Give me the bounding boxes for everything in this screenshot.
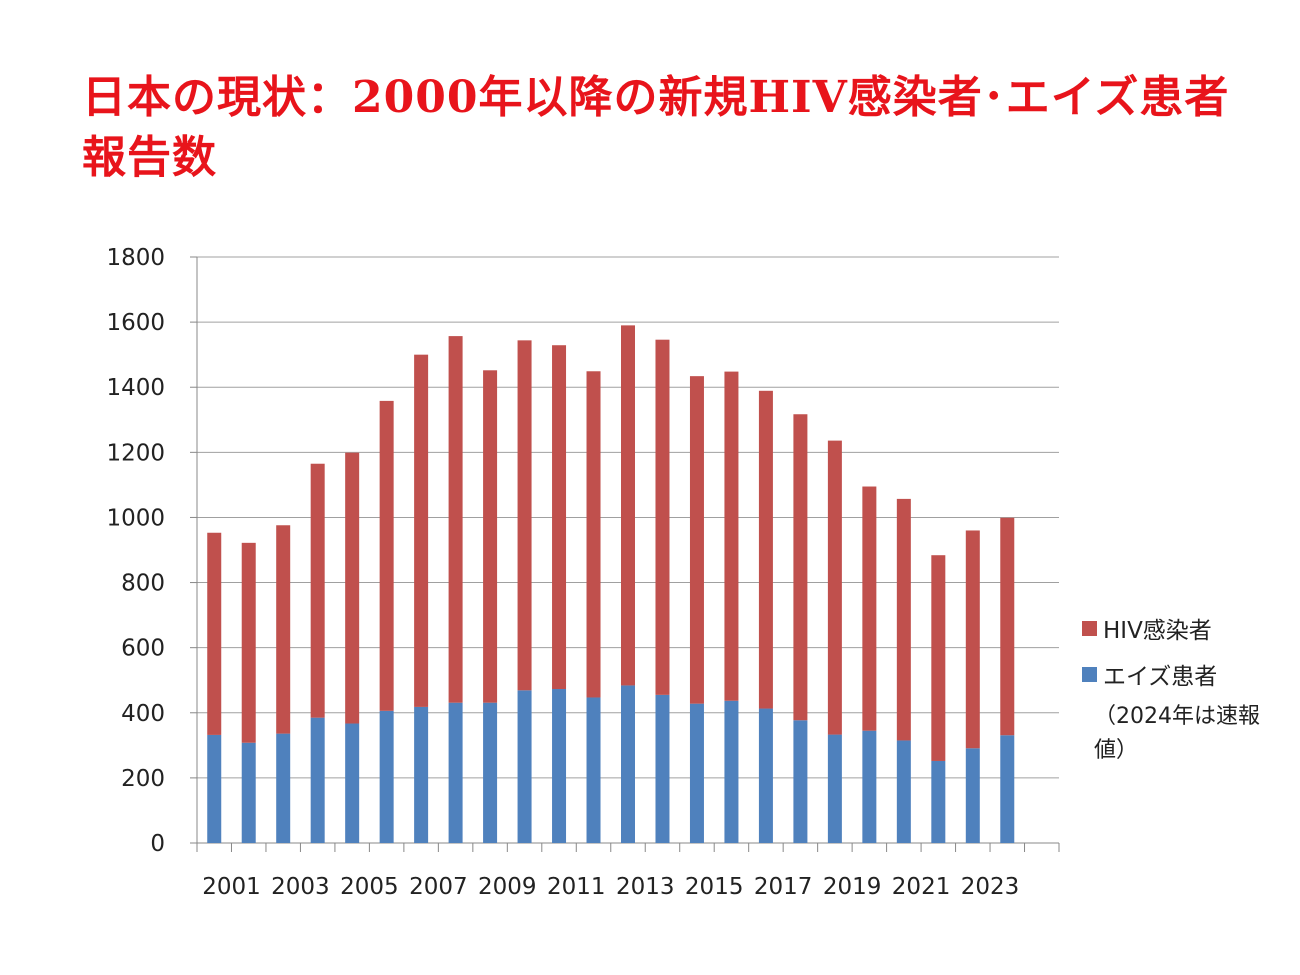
bar-aids-2016 (724, 700, 739, 843)
bar-hiv-2014 (655, 339, 670, 695)
bar-hiv-2020 (862, 486, 877, 731)
bar-aids-2023 (965, 748, 980, 843)
legend-label-aids: エイズ患者 (1103, 664, 1218, 690)
y-tick-label: 1600 (106, 310, 165, 336)
y-tick-label: 200 (121, 766, 165, 792)
bar-aids-2007 (414, 706, 429, 843)
bar-hiv-2010 (517, 340, 532, 691)
bar-hiv-2019 (827, 440, 842, 735)
bar-aids-2017 (758, 708, 773, 843)
bar-aids-2008 (448, 702, 463, 843)
bar-hiv-2006 (379, 400, 394, 711)
bar-aids-2018 (793, 720, 808, 843)
bar-aids-2009 (483, 702, 498, 843)
bar-aids-2001 (207, 734, 222, 843)
bar-hiv-2016 (724, 371, 739, 701)
bar-hiv-2023 (965, 530, 980, 749)
x-tick-label: 2021 (892, 874, 951, 900)
y-tick-label: 1400 (106, 375, 165, 401)
x-tick-label: 2003 (271, 874, 330, 900)
bar-aids-2010 (517, 690, 532, 843)
bar-hiv-2022 (931, 555, 946, 761)
bar-aids-2020 (862, 730, 877, 843)
bar-aids-2002 (241, 742, 256, 843)
bar-aids-2013 (621, 685, 635, 843)
bar-hiv-2004 (310, 463, 325, 718)
x-tick-label: 2005 (340, 874, 399, 900)
bar-hiv-2024 (1000, 517, 1015, 736)
x-tick-label: 2013 (616, 874, 675, 900)
bar-aids-2006 (379, 710, 394, 843)
preliminary-note: （2024年は速報値） (1094, 704, 1260, 763)
bar-hiv-2012 (586, 371, 601, 698)
bar-hiv-2001 (207, 532, 222, 735)
legend-swatch-aids (1082, 666, 1097, 682)
bar-aids-2003 (276, 733, 291, 843)
x-tick-label: 2007 (409, 874, 468, 900)
bar-aids-2015 (689, 703, 704, 843)
bar-hiv-2009 (483, 370, 498, 703)
bar-aids-2021 (896, 740, 911, 843)
bar-hiv-2021 (896, 498, 911, 741)
bar-aids-2024 (1000, 735, 1015, 843)
bar-aids-2019 (827, 734, 842, 843)
bar-hiv-2015 (689, 376, 704, 704)
y-tick-label: 600 (121, 636, 165, 662)
x-tick-label: 2023 (961, 874, 1020, 900)
chart-title: 日本の現状：2000年以降の新規HIV感染者･エイズ患者報告数 (82, 72, 1230, 183)
y-tick-label: 800 (121, 571, 165, 597)
legend-swatch-hiv (1082, 620, 1097, 636)
y-tick-label: 400 (121, 701, 165, 727)
bar-aids-2011 (552, 689, 567, 843)
y-tick-label: 1000 (106, 505, 165, 531)
x-tick-label: 2001 (202, 874, 261, 900)
bar-aids-2022 (931, 760, 946, 843)
bar-hiv-2018 (793, 414, 808, 721)
bar-aids-2014 (655, 694, 670, 843)
x-tick-label: 2015 (685, 874, 744, 900)
bar-hiv-2011 (552, 345, 567, 690)
bar-aids-2005 (345, 723, 360, 843)
bar-hiv-2017 (758, 390, 773, 709)
bar-aids-2012 (586, 697, 601, 843)
bar-hiv-2007 (414, 354, 429, 707)
bar-hiv-2002 (241, 542, 256, 743)
bar-aids-2004 (310, 717, 325, 843)
legend-label-hiv: HIV感染者 (1103, 618, 1212, 644)
x-tick-label: 2019 (823, 874, 882, 900)
x-tick-label: 2017 (754, 874, 813, 900)
x-tick-label: 2009 (478, 874, 537, 900)
y-tick-label: 1200 (106, 440, 165, 466)
bar-hiv-2003 (276, 525, 291, 734)
legend-item-aids: エイズ患者 (1082, 657, 1217, 691)
y-tick-label: 0 (150, 831, 165, 857)
bar-hiv-2008 (448, 336, 463, 703)
bar-hiv-2013 (621, 325, 635, 686)
bar-hiv-2005 (345, 452, 360, 724)
legend-item-hiv: HIV感染者 (1082, 611, 1212, 645)
y-tick-label: 1800 (106, 245, 165, 271)
x-tick-label: 2011 (547, 874, 606, 900)
